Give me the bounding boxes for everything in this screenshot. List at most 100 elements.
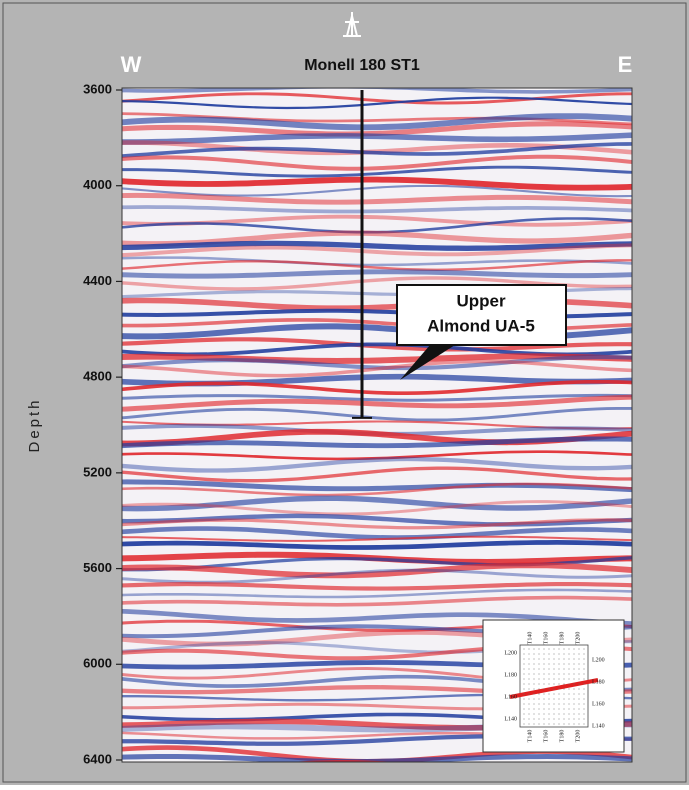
map-dot bbox=[564, 719, 565, 720]
map-dot bbox=[554, 669, 555, 670]
inset-label: L160 bbox=[504, 694, 517, 700]
map-dot bbox=[539, 654, 540, 655]
map-dot bbox=[534, 699, 535, 700]
map-dot bbox=[534, 724, 535, 725]
map-dot bbox=[564, 724, 565, 725]
map-dot bbox=[564, 659, 565, 660]
map-dot bbox=[539, 714, 540, 715]
map-dot bbox=[544, 709, 545, 710]
map-dot bbox=[569, 719, 570, 720]
y-tick-label: 6000 bbox=[83, 656, 112, 671]
map-dot bbox=[549, 719, 550, 720]
map-dot bbox=[549, 694, 550, 695]
map-dot bbox=[539, 694, 540, 695]
map-dot bbox=[544, 704, 545, 705]
map-dot bbox=[569, 684, 570, 685]
map-dot bbox=[559, 664, 560, 665]
map-dot bbox=[569, 679, 570, 680]
map-dot bbox=[544, 674, 545, 675]
map-dot bbox=[584, 669, 585, 670]
map-dot bbox=[574, 714, 575, 715]
map-dot bbox=[524, 699, 525, 700]
inset-label: T140 bbox=[527, 632, 533, 645]
map-dot bbox=[524, 704, 525, 705]
map-dot bbox=[524, 679, 525, 680]
map-dot bbox=[574, 724, 575, 725]
map-dot bbox=[524, 719, 525, 720]
map-dot bbox=[539, 674, 540, 675]
map-dot bbox=[529, 679, 530, 680]
map-dot bbox=[569, 659, 570, 660]
inset-label: T200 bbox=[575, 730, 581, 743]
map-dot bbox=[574, 664, 575, 665]
map-dot bbox=[554, 679, 555, 680]
map-dot bbox=[579, 714, 580, 715]
map-dot bbox=[554, 709, 555, 710]
map-dot bbox=[559, 659, 560, 660]
inset-label: T160 bbox=[543, 632, 549, 645]
map-dot bbox=[569, 664, 570, 665]
map-dot bbox=[539, 724, 540, 725]
map-dot bbox=[579, 704, 580, 705]
map-dot bbox=[584, 659, 585, 660]
map-dot bbox=[584, 674, 585, 675]
map-dot bbox=[569, 674, 570, 675]
map-dot bbox=[534, 719, 535, 720]
map-dot bbox=[534, 664, 535, 665]
map-dot bbox=[549, 699, 550, 700]
map-dot bbox=[544, 664, 545, 665]
map-dot bbox=[554, 694, 555, 695]
map-dot bbox=[569, 694, 570, 695]
inset-label: L180 bbox=[504, 672, 517, 678]
map-dot bbox=[549, 674, 550, 675]
map-dot bbox=[559, 674, 560, 675]
map-dot bbox=[544, 679, 545, 680]
map-dot bbox=[569, 669, 570, 670]
map-dot bbox=[524, 689, 525, 690]
map-dot bbox=[559, 699, 560, 700]
location-map: T140T160T180T200T140T160T180T200L200L180… bbox=[483, 620, 624, 752]
map-dot bbox=[524, 694, 525, 695]
map-dot bbox=[559, 704, 560, 705]
inset-label: L140 bbox=[592, 723, 605, 729]
map-dot bbox=[554, 714, 555, 715]
map-dot bbox=[549, 689, 550, 690]
map-dot bbox=[574, 679, 575, 680]
y-tick-label: 5200 bbox=[83, 464, 112, 479]
map-dot bbox=[574, 649, 575, 650]
map-dot bbox=[529, 674, 530, 675]
map-dot bbox=[529, 704, 530, 705]
map-dot bbox=[559, 654, 560, 655]
map-dot bbox=[539, 684, 540, 685]
map-dot bbox=[564, 694, 565, 695]
map-dot bbox=[574, 684, 575, 685]
map-dot bbox=[564, 714, 565, 715]
inset-label: L180 bbox=[592, 679, 605, 685]
map-dot bbox=[574, 689, 575, 690]
map-dot bbox=[564, 684, 565, 685]
map-dot bbox=[539, 664, 540, 665]
east-label: E bbox=[618, 52, 633, 77]
map-dot bbox=[529, 699, 530, 700]
map-dot bbox=[569, 654, 570, 655]
map-dot bbox=[544, 689, 545, 690]
inset-label: T180 bbox=[559, 730, 565, 743]
map-dot bbox=[554, 654, 555, 655]
map-dot bbox=[529, 669, 530, 670]
map-dot bbox=[569, 724, 570, 725]
map-dot bbox=[569, 689, 570, 690]
map-dot bbox=[534, 714, 535, 715]
map-dot bbox=[564, 674, 565, 675]
map-dot bbox=[584, 714, 585, 715]
map-dot bbox=[569, 709, 570, 710]
map-dot bbox=[529, 709, 530, 710]
figure: W E Monell 180 ST1 Depth Upper Almond UA… bbox=[0, 0, 689, 785]
map-dot bbox=[579, 719, 580, 720]
map-dot bbox=[544, 669, 545, 670]
map-dot bbox=[544, 724, 545, 725]
inset-label: T180 bbox=[559, 632, 565, 645]
map-dot bbox=[559, 694, 560, 695]
map-dot bbox=[584, 719, 585, 720]
map-dot bbox=[559, 684, 560, 685]
map-dot bbox=[584, 664, 585, 665]
